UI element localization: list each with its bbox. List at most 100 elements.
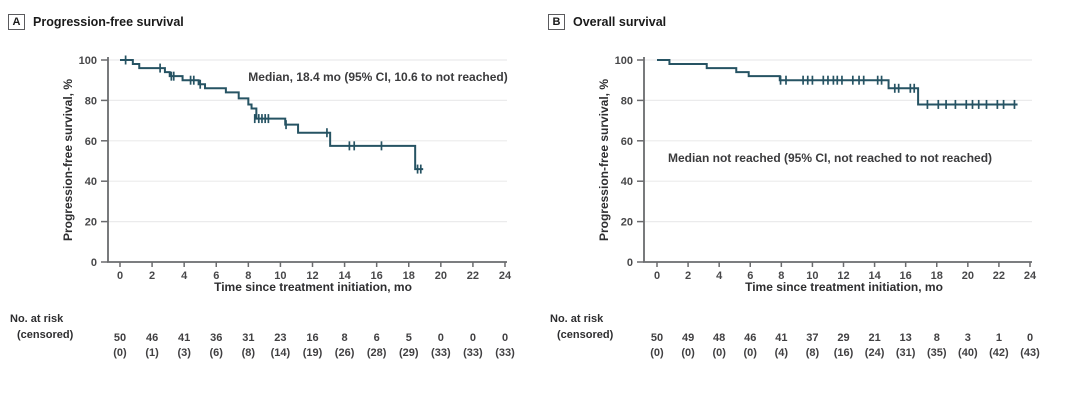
at-risk-value: 8 <box>342 332 348 344</box>
at-risk-value: 0 <box>1027 332 1033 344</box>
gridlines-group <box>645 59 1032 223</box>
median-annotation-a: Median, 18.4 mo (95% CI, 10.6 to not rea… <box>248 70 508 84</box>
panel-a-title: Progression-free survival <box>33 15 184 29</box>
at-risk-value: 31 <box>242 332 254 344</box>
censored-value: (24) <box>865 347 885 359</box>
at-risk-value: 50 <box>651 332 663 344</box>
censored-value: (26) <box>335 347 355 359</box>
at-risk-value: 16 <box>306 332 318 344</box>
y-tick-label-60: 60 <box>85 136 97 148</box>
x-tick-label-12: 12 <box>837 270 849 282</box>
y-tick-label-100: 100 <box>615 55 633 67</box>
y-tick-label-40: 40 <box>85 176 97 188</box>
x-tick-label-2: 2 <box>149 270 155 282</box>
at-risk-value: 5 <box>406 332 412 344</box>
y-tick-label-60: 60 <box>621 136 633 148</box>
at-risk-value: 29 <box>837 332 849 344</box>
at-risk-value: 41 <box>775 332 787 344</box>
y-tick-label-80: 80 <box>621 95 633 107</box>
km-curve <box>657 59 1018 106</box>
censored-value: (4) <box>775 347 789 359</box>
at-risk-value: 3 <box>965 332 971 344</box>
y-axis-label-b: Progression-free survival, % <box>597 78 611 242</box>
gridlines-group <box>109 59 507 223</box>
at-risk-value: 0 <box>470 332 476 344</box>
x-tick-label-12: 12 <box>306 270 318 282</box>
censored-value: (42) <box>989 347 1009 359</box>
x-tick-label-16: 16 <box>900 270 912 282</box>
at-risk-value: 41 <box>178 332 190 344</box>
y-tick-label-20: 20 <box>85 217 97 229</box>
at-risk-value: 1 <box>996 332 1002 344</box>
at-risk-value: 46 <box>744 332 756 344</box>
x-tick-label-24: 24 <box>1024 270 1037 282</box>
y-tick-label-80: 80 <box>85 95 97 107</box>
y-tick-label-0: 0 <box>91 257 97 269</box>
x-axis-label-b: Time since treatment initiation, mo <box>745 280 943 294</box>
at-risk-value: 0 <box>502 332 508 344</box>
x-tick-label-14: 14 <box>338 270 351 282</box>
at-risk-value: 8 <box>934 332 940 344</box>
censored-value: (33) <box>495 347 515 359</box>
panel-b-letter-badge: B <box>548 14 565 30</box>
x-tick-label-18: 18 <box>403 270 415 282</box>
x-axis-label-a: Time since treatment initiation, mo <box>214 280 412 294</box>
censor-marks-group <box>124 55 422 174</box>
y-tick-label-100: 100 <box>79 55 97 67</box>
censor-marks-group <box>779 75 1016 109</box>
x-tick-label-24: 24 <box>499 270 512 282</box>
censored-value: (8) <box>806 347 820 359</box>
censored-value: (29) <box>399 347 419 359</box>
censored-value: (0) <box>712 347 726 359</box>
x-tick-label-22: 22 <box>467 270 479 282</box>
y-axis-label-a: Progression-free survival, % <box>61 78 75 242</box>
x-tick-label-14: 14 <box>868 270 881 282</box>
at-risk-table-group: 50 (0) 49 (0) 48 (0) 46 (0) 41 (4) 37 (8) 29 (16) 21 (2… <box>650 332 1040 359</box>
x-tick-label-0: 0 <box>117 270 123 282</box>
panel-a-letter-badge: A <box>8 14 25 30</box>
censored-value: (19) <box>303 347 323 359</box>
at-risk-value: 50 <box>114 332 126 344</box>
panel-b-header: B Overall survival <box>548 14 666 30</box>
censored-value: (8) <box>242 347 256 359</box>
censored-value: (3) <box>177 347 191 359</box>
at-risk-value: 6 <box>374 332 380 344</box>
at-risk-label-b: No. at risk <box>550 313 604 325</box>
x-tick-label-22: 22 <box>993 270 1005 282</box>
x-tick-label-4: 4 <box>716 270 723 282</box>
at-risk-table-group: 50(0)46(1)41(3)36(6)31(8)23(14)16(19)8(2… <box>113 332 515 359</box>
at-risk-value: 0 <box>438 332 444 344</box>
panel-b-title: Overall survival <box>573 15 667 29</box>
x-tick-label-18: 18 <box>931 270 943 282</box>
at-risk-value: 49 <box>682 332 694 344</box>
x-tick-label-4: 4 <box>181 270 188 282</box>
km-curve <box>120 59 424 171</box>
censored-value: (28) <box>367 347 387 359</box>
x-tick-label-6: 6 <box>213 270 219 282</box>
at-risk-value: 37 <box>806 332 818 344</box>
panel-a-header: A Progression-free survival <box>8 14 184 30</box>
at-risk-value: 23 <box>274 332 286 344</box>
x-tick-label-20: 20 <box>962 270 974 282</box>
x-tick-label-16: 16 <box>371 270 383 282</box>
censored-value: (6) <box>210 347 224 359</box>
censored-value: (14) <box>271 347 291 359</box>
at-risk-value: 48 <box>713 332 725 344</box>
censored-value: (0) <box>744 347 758 359</box>
x-tick-label-10: 10 <box>806 270 818 282</box>
censored-value: (33) <box>431 347 451 359</box>
x-tick-label-6: 6 <box>747 270 753 282</box>
median-annotation-b: Median not reached (95% CI, not reached … <box>667 151 993 165</box>
at-risk-label-a: No. at risk <box>10 313 64 325</box>
censored-value: (35) <box>927 347 947 359</box>
censored-value: (1) <box>145 347 159 359</box>
censored-value: (33) <box>463 347 483 359</box>
at-risk-value: 46 <box>146 332 158 344</box>
censored-value: (16) <box>834 347 854 359</box>
panel-progression-free-survival: A Progression-free survival 0 20 40 60 80 100… <box>8 14 515 359</box>
